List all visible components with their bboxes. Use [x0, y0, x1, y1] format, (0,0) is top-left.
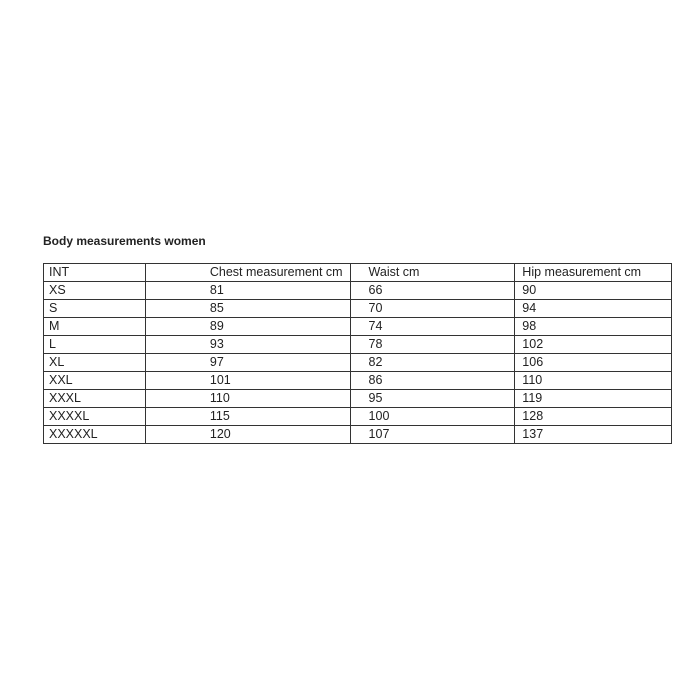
table-cell: 101 [144, 371, 351, 390]
table-cell: XXXXL [43, 407, 146, 426]
table-title: Body measurements women [43, 234, 206, 248]
table-cell: S [43, 299, 146, 318]
table-cell: 107 [349, 425, 516, 444]
header-cell: INT [43, 263, 146, 282]
table-row: XXXXL 115 100 128 [43, 407, 672, 426]
table-row: XXXL 110 95 119 [43, 389, 672, 408]
table-cell: XXXXXL [43, 425, 146, 444]
header-cell: Waist cm [349, 263, 516, 282]
table-cell: XL [43, 353, 146, 372]
table-cell: 119 [514, 389, 672, 408]
table-cell: 66 [349, 281, 516, 300]
table-cell: 81 [144, 281, 351, 300]
table-cell: 97 [144, 353, 351, 372]
table-row: XXXXXL 120 107 137 [43, 425, 672, 444]
table-cell: XXL [43, 371, 146, 390]
header-row: INT Chest measurement cm Waist cm Hip measu… [43, 263, 672, 282]
table-cell: M [43, 317, 146, 336]
table-cell: 89 [144, 317, 351, 336]
table-cell: 78 [349, 335, 516, 354]
table-row: L 93 78 102 [43, 335, 672, 354]
table-cell: 95 [349, 389, 516, 408]
table-cell: 128 [514, 407, 672, 426]
table-cell: 93 [144, 335, 351, 354]
table-cell: 115 [144, 407, 351, 426]
table-cell: 110 [514, 371, 672, 390]
table-cell: 85 [144, 299, 351, 318]
table-cell: 110 [144, 389, 351, 408]
table-cell: 120 [144, 425, 351, 444]
table-cell: L [43, 335, 146, 354]
table-cell: 102 [514, 335, 672, 354]
table-row: XL 97 82 106 [43, 353, 672, 372]
table-cell: 106 [514, 353, 672, 372]
table-cell: 86 [349, 371, 516, 390]
table-cell: 74 [349, 317, 516, 336]
table-row: XXL 101 86 110 [43, 371, 672, 390]
table-cell: 100 [349, 407, 516, 426]
table-cell: 98 [514, 317, 672, 336]
table-row: XS 81 66 90 [43, 281, 672, 300]
table-row: M 89 74 98 [43, 317, 672, 336]
table-cell: 70 [349, 299, 516, 318]
table-cell: XXXL [43, 389, 146, 408]
table-row: S 85 70 94 [43, 299, 672, 318]
header-cell: Chest measurement cm [144, 263, 351, 282]
header-cell: Hip measurement cm [514, 263, 672, 282]
size-table: INT Chest measurement cm Waist cm Hip measu… [43, 263, 672, 444]
table-cell: 137 [514, 425, 672, 444]
table-cell: 82 [349, 353, 516, 372]
table-cell: XS [43, 281, 146, 300]
table-cell: 90 [514, 281, 672, 300]
table-cell: 94 [514, 299, 672, 318]
